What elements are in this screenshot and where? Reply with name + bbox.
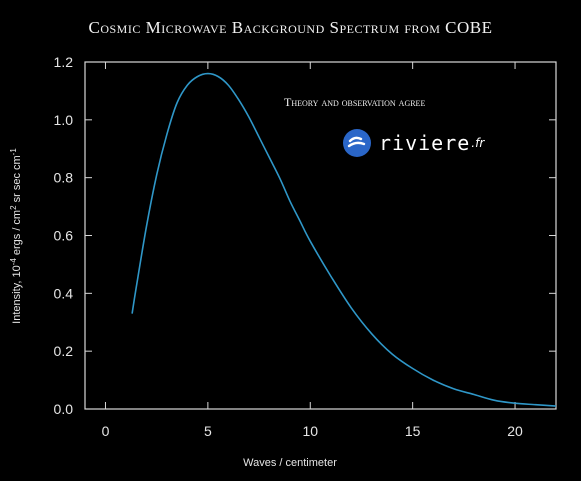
y-axis-label-part: -4 <box>9 258 18 266</box>
x-tick-label: 15 <box>405 423 421 439</box>
x-tick-label: 0 <box>102 423 110 439</box>
series-line <box>131 72 557 407</box>
y-axis-label-part: -1 <box>9 148 18 156</box>
y-axis-label-part: Intensity, 10 <box>11 265 23 324</box>
x-tick-label: 20 <box>507 423 523 439</box>
y-tick-label: 1.2 <box>54 54 74 70</box>
riviere-logo-icon <box>343 129 371 157</box>
y-axis-label-part: 2 <box>9 205 18 210</box>
plot-frame <box>84 61 557 410</box>
watermark-text: riviere <box>379 131 471 155</box>
chart-annotation: Theory and observation agree <box>284 95 425 109</box>
y-tick-label: 0.2 <box>54 343 74 359</box>
y-tick-label: 0.8 <box>54 170 74 186</box>
chart-title: Cosmic Microwave Background Spectrum fro… <box>88 18 493 37</box>
y-axis-label: Intensity, 10-4 ergs / cm2 sr sec cm-1 <box>9 148 24 324</box>
y-tick-label: 0.0 <box>54 401 74 417</box>
y-tick-label: 0.6 <box>54 228 74 244</box>
x-tick-label: 5 <box>204 423 212 439</box>
axis-ticks: 0.0 0.2 0.4 0.6 0.8 1.0 1.2 0 5 10 15 20 <box>54 54 556 439</box>
x-axis-label: Waves / centimeter <box>243 457 337 469</box>
y-axis-label-part: sr sec cm <box>11 155 23 205</box>
watermark-suffix: .fr <box>471 136 485 150</box>
y-tick-label: 1.0 <box>54 112 74 128</box>
watermark: riviere .fr <box>343 129 484 157</box>
x-tick-label: 10 <box>302 423 318 439</box>
y-axis-label-part: ergs / cm <box>11 210 23 258</box>
y-tick-label: 0.4 <box>54 285 74 301</box>
